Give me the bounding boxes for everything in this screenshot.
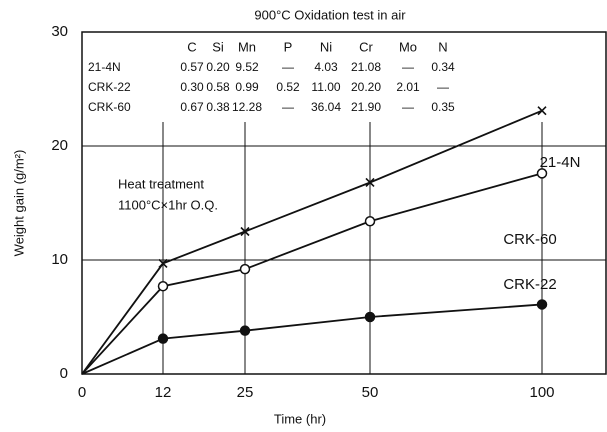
- x-tick-label: 12: [155, 384, 172, 401]
- marker: [536, 168, 548, 179]
- table-cell: 36.04: [311, 100, 341, 114]
- table-cell: —: [402, 100, 414, 114]
- table-cell: 0.20: [206, 60, 230, 74]
- table-cell: 21.90: [351, 100, 381, 114]
- series-label: CRK-22: [503, 276, 556, 293]
- annotation: Heat treatment: [118, 176, 204, 191]
- table-header: N: [438, 39, 447, 54]
- table-cell: 0.52: [276, 80, 300, 94]
- table-cell: 0.38: [206, 100, 230, 114]
- table-header: Si: [212, 39, 224, 54]
- series-line: [81, 109, 543, 375]
- chart-title: 900°C Oxidation test in air: [254, 7, 406, 22]
- table-cell: 20.20: [351, 80, 381, 94]
- x-axis-label: Time (hr): [274, 411, 326, 426]
- series-line: [81, 303, 543, 375]
- y-tick-label: 10: [51, 251, 68, 268]
- table-cell: 0.67: [180, 100, 204, 114]
- table-cell: 0.57: [180, 60, 204, 74]
- marker: [157, 333, 169, 344]
- table-header: Cr: [359, 39, 373, 54]
- table-cell: 21-4N: [88, 60, 121, 74]
- table-cell: 12.28: [232, 100, 262, 114]
- y-tick-label: 0: [60, 365, 68, 382]
- x-tick-label: 100: [529, 384, 554, 401]
- table-cell: 0.99: [235, 80, 259, 94]
- x-tick-label: 25: [237, 384, 254, 401]
- table-cell: —: [282, 100, 294, 114]
- series-label: 21-4N: [540, 154, 581, 171]
- table-cell: 0.35: [431, 100, 455, 114]
- marker: [239, 263, 251, 275]
- table-header: Ni: [320, 39, 332, 54]
- table-cell: 21.08: [351, 60, 381, 74]
- table-cell: 9.52: [235, 60, 259, 74]
- annotation: 1100°C×1hr O.Q.: [118, 197, 218, 212]
- table-header: Mn: [238, 39, 256, 54]
- series-label: CRK-60: [503, 231, 556, 248]
- table-cell: 0.58: [206, 80, 230, 94]
- marker: [365, 177, 375, 188]
- table-header: Mo: [399, 39, 417, 54]
- table-cell: 11.00: [311, 80, 340, 94]
- marker: [239, 325, 251, 336]
- table-cell: 0.30: [180, 80, 204, 94]
- y-tick-label: 30: [51, 23, 68, 40]
- marker: [364, 311, 376, 323]
- table-cell: CRK-22: [88, 80, 131, 94]
- x-tick-label: 50: [362, 384, 379, 401]
- marker: [537, 106, 547, 116]
- table-cell: 2.01: [396, 80, 420, 94]
- table-cell: CRK-60: [88, 100, 131, 114]
- marker: [536, 299, 548, 310]
- y-axis-label: Weight gain (g/m²): [11, 150, 26, 257]
- table-header: C: [187, 39, 196, 54]
- table-cell: 0.34: [431, 60, 455, 74]
- marker: [158, 258, 168, 268]
- y-tick-label: 20: [51, 137, 68, 154]
- marker: [364, 215, 376, 227]
- marker: [157, 280, 169, 292]
- marker: [240, 226, 250, 237]
- x-tick-label: 0: [78, 384, 86, 401]
- table-cell: —: [402, 60, 414, 74]
- table-cell: 4.03: [314, 60, 338, 74]
- table-header: P: [284, 39, 293, 54]
- table-cell: —: [437, 80, 449, 94]
- table-cell: —: [282, 60, 294, 74]
